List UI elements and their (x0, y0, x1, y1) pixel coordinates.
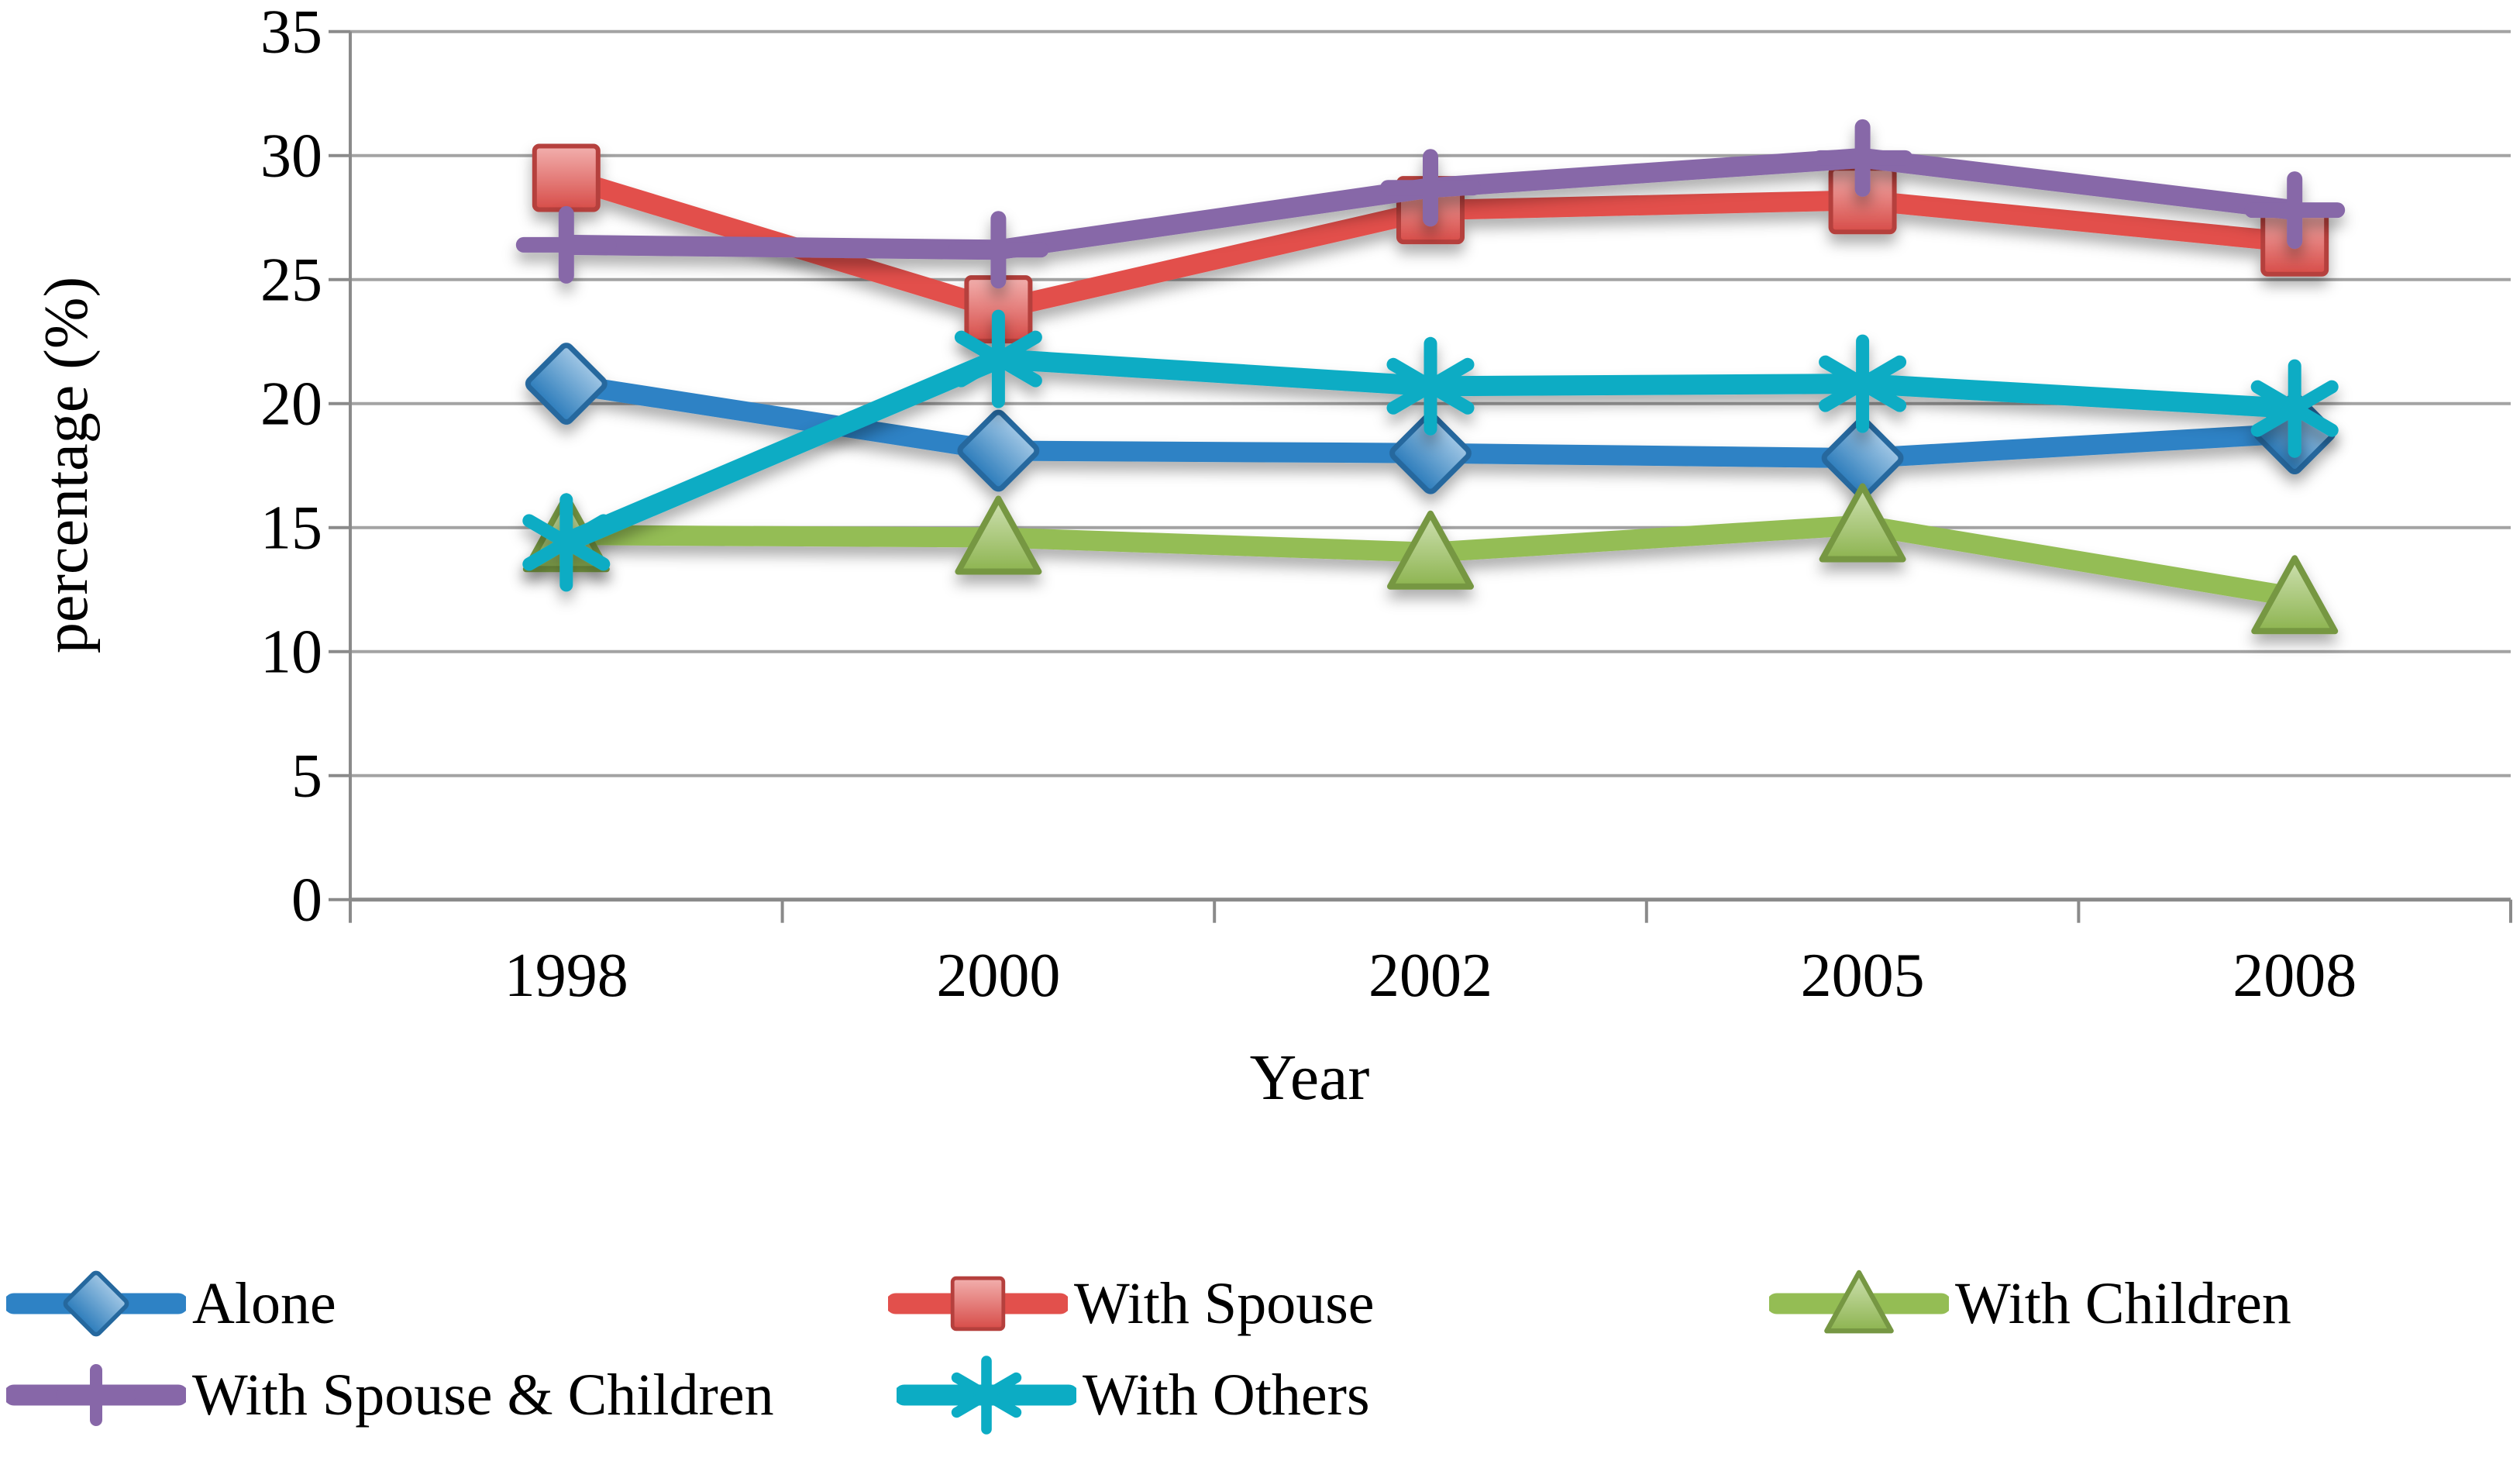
legend-label-with-children: With Children (1955, 1270, 2291, 1336)
legend-label-alone: Alone (192, 1270, 336, 1336)
marker-triangle (1824, 1270, 1894, 1334)
y-tick-label-35: 35 (260, 0, 322, 67)
series-with-children (522, 483, 2339, 635)
legend-marker (951, 1356, 1022, 1435)
marker-asterisk (951, 1356, 1022, 1435)
marker-asterisk (954, 309, 1042, 408)
legend-item-alone: Alone (6, 1249, 336, 1358)
marker-with-children-2005 (1819, 483, 1906, 563)
marker-with-others-2008 (2250, 359, 2339, 458)
y-axis-title: percentage (%) (33, 277, 101, 653)
marker-plus (2244, 171, 2346, 250)
x-tick-label-2005: 2005 (1801, 942, 1925, 1010)
marker-asterisk (1386, 336, 1475, 436)
marker-asterisk (522, 493, 611, 592)
marker-plus (1380, 149, 1481, 227)
legend-item-with-spouse-and-children: With Spouse & Children (6, 1341, 774, 1449)
y-tick-label-5: 5 (291, 742, 322, 811)
marker-diamond (525, 343, 608, 425)
marker-with-spouse-children-1998 (515, 205, 617, 284)
legend-swatch-alone (6, 1270, 186, 1337)
marker-alone-2005 (1821, 417, 1904, 500)
y-tick-label-20: 20 (260, 370, 322, 439)
marker-diamond (1389, 412, 1472, 494)
marker-plus (515, 205, 617, 284)
marker-with-others-1998 (522, 493, 611, 592)
marker-with-children-2002 (1387, 510, 1474, 590)
x-tick-label-2008: 2008 (2233, 942, 2356, 1010)
marker-with-spouse-children-2008 (2244, 171, 2346, 250)
legend-swatch-with-spouse-and-children (6, 1363, 186, 1427)
legend-item-with-children: With Children (1769, 1249, 2291, 1358)
marker-triangle (955, 495, 1042, 575)
marker-with-spouse-children-2002 (1380, 149, 1481, 227)
marker-with-spouse-children-2005 (1812, 119, 1913, 197)
x-axis-title: Year (1250, 1042, 1370, 1114)
x-tick-label-2000: 2000 (936, 942, 1060, 1010)
marker-with-others-2005 (1819, 334, 1907, 433)
legend-item-with-others: With Others (897, 1341, 1370, 1449)
legend-marker (950, 1276, 1006, 1332)
legend-marker (63, 1270, 129, 1337)
marker-diamond (63, 1270, 129, 1337)
y-tick-label-30: 30 (260, 122, 322, 191)
legend-swatch-with-others (897, 1356, 1076, 1435)
marker-square (532, 143, 601, 212)
marker-square (950, 1276, 1006, 1332)
legend-item-with-spouse: With Spouse (888, 1249, 1375, 1358)
marker-diamond (957, 409, 1040, 492)
marker-plus (1812, 119, 1913, 197)
x-tick-label-2002: 2002 (1368, 942, 1492, 1010)
marker-alone-2000 (957, 409, 1040, 492)
series-with-others (522, 309, 2339, 592)
legend-label-with-others: With Others (1083, 1362, 1370, 1428)
marker-with-children-2000 (955, 495, 1042, 575)
y-tick-label-0: 0 (291, 866, 322, 935)
legend-swatch-with-children (1769, 1270, 1949, 1334)
x-tick-label-1998: 1998 (504, 942, 628, 1010)
marker-diamond (1821, 417, 1904, 500)
marker-triangle (2251, 555, 2339, 635)
y-tick-label-10: 10 (260, 618, 322, 687)
legend-marker (55, 1363, 137, 1427)
marker-triangle (1387, 510, 1474, 590)
marker-alone-1998 (525, 343, 608, 425)
y-tick-label-25: 25 (260, 246, 322, 315)
marker-with-spouse-children-2000 (948, 211, 1049, 289)
marker-asterisk (2250, 359, 2339, 458)
series-with-spouse-children (515, 119, 2346, 289)
marker-plus (55, 1363, 137, 1427)
marker-plus (948, 211, 1049, 289)
legend-label-with-spouse: With Spouse (1074, 1270, 1375, 1336)
marker-with-children-2008 (2251, 555, 2339, 635)
marker-asterisk (1819, 334, 1907, 433)
marker-triangle (1819, 483, 1906, 563)
legend-swatch-with-spouse (888, 1276, 1068, 1332)
legend-label-with-spouse-and-children: With Spouse & Children (192, 1362, 774, 1428)
marker-with-spouse-1998 (532, 143, 601, 212)
marker-with-others-2002 (1386, 336, 1475, 436)
marker-alone-2002 (1389, 412, 1472, 494)
y-tick-label-15: 15 (260, 494, 322, 563)
legend-marker (1824, 1270, 1894, 1334)
marker-with-others-2000 (954, 309, 1042, 408)
